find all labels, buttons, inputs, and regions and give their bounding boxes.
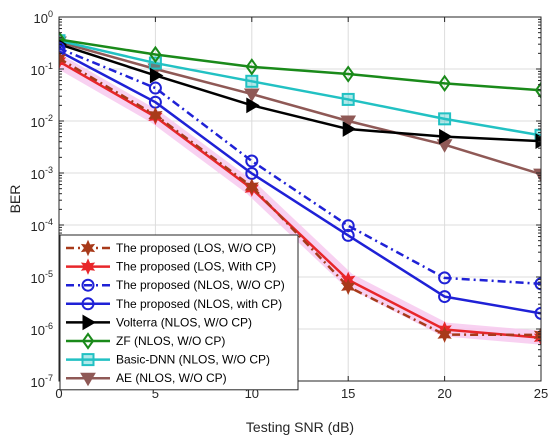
data-point-series-6 bbox=[534, 81, 541, 99]
y-tick-label: 10-5 bbox=[31, 269, 53, 286]
data-point-series-3 bbox=[438, 271, 452, 285]
x-axis-title: Testing SNR (dB) bbox=[246, 419, 354, 435]
legend-swatch-marker bbox=[82, 314, 96, 331]
data-point-series-3 bbox=[245, 154, 259, 168]
data-point-series-5 bbox=[342, 121, 357, 137]
series-line-3 bbox=[59, 47, 541, 286]
data-point-series-6 bbox=[341, 65, 355, 83]
data-point-series-3 bbox=[59, 41, 66, 55]
grid bbox=[59, 17, 541, 381]
legend-swatch-marker bbox=[81, 297, 95, 311]
data-point-series-6 bbox=[245, 58, 259, 76]
data-point-series-7 bbox=[438, 112, 452, 126]
legend: The proposed (LOS, W/O CP) The proposed (… bbox=[59, 234, 299, 391]
data-point-series-1 bbox=[148, 106, 163, 124]
data-point-series-8 bbox=[340, 115, 357, 129]
y-tick-label: 10-4 bbox=[31, 217, 53, 234]
data-point-series-6 bbox=[438, 74, 451, 93]
data-point-series-5 bbox=[246, 97, 260, 114]
legend-swatch-marker bbox=[80, 258, 96, 275]
legend-label: Basic-DNN (NLOS, W/O CP) bbox=[116, 353, 270, 367]
y-tick-label: 100 bbox=[34, 9, 53, 26]
series-line-7 bbox=[59, 39, 541, 137]
legend-label: The proposed (LOS, W/O CP) bbox=[116, 241, 276, 255]
x-tick-label: 5 bbox=[152, 386, 159, 401]
data-point-series-4 bbox=[534, 306, 541, 320]
legend-swatch-marker bbox=[81, 278, 95, 292]
data-point-series-3 bbox=[534, 277, 541, 291]
data-point-series-1 bbox=[341, 278, 356, 295]
series-line-6 bbox=[59, 38, 541, 92]
y-tick-label: 10-2 bbox=[31, 113, 53, 130]
data-point-series-5 bbox=[439, 128, 453, 145]
legend-swatch-marker bbox=[80, 372, 96, 387]
x-tick-label: 20 bbox=[437, 386, 451, 401]
legend-label: ZF (NLOS, W/O CP) bbox=[116, 334, 225, 348]
legend-swatch-marker bbox=[81, 332, 95, 350]
data-point-series-3 bbox=[148, 81, 162, 95]
legend-label: The proposed (LOS, With CP) bbox=[116, 260, 276, 274]
y-tick-label: 10-7 bbox=[31, 373, 53, 390]
data-point-series-6 bbox=[59, 30, 66, 49]
legend-label: The proposed (NLOS, with CP) bbox=[116, 297, 282, 311]
series-line-5 bbox=[59, 43, 541, 143]
legend-label: AE (NLOS, W/O CP) bbox=[116, 371, 227, 385]
legend-swatch-marker bbox=[81, 353, 95, 367]
legend-label: The proposed (NLOS, W/O CP) bbox=[116, 278, 285, 292]
y-tick-label: 10-3 bbox=[31, 165, 53, 182]
data-point-series-4 bbox=[341, 228, 355, 242]
data-point-series-5 bbox=[535, 133, 541, 150]
data-point-series-5 bbox=[149, 67, 164, 84]
y-tick-label: 10-1 bbox=[31, 61, 53, 78]
series-line-8 bbox=[59, 40, 541, 176]
plot-frame bbox=[58, 16, 542, 382]
data-point-series-7 bbox=[245, 74, 259, 88]
y-axis-title: BER bbox=[7, 185, 23, 214]
legend-box bbox=[59, 234, 299, 391]
data-point-series-3 bbox=[341, 219, 355, 233]
data-point-series-4 bbox=[438, 290, 452, 304]
x-tick-label: 15 bbox=[341, 386, 355, 401]
legend-swatch-marker bbox=[80, 239, 96, 257]
data-point-series-6 bbox=[149, 45, 162, 64]
series-line-2 bbox=[59, 60, 541, 339]
data-point-series-1 bbox=[437, 326, 452, 343]
x-tick-label: 25 bbox=[534, 386, 548, 401]
series-line-1 bbox=[59, 57, 541, 337]
y-tick-label: 10-6 bbox=[31, 321, 53, 338]
data-point-series-8 bbox=[243, 88, 260, 103]
data-point-series-7 bbox=[341, 92, 355, 106]
series-line-4 bbox=[59, 50, 541, 315]
data-point-series-1 bbox=[244, 178, 259, 195]
series-group bbox=[59, 30, 541, 346]
data-point-series-1 bbox=[59, 50, 67, 67]
x-tick-label: 0 bbox=[55, 386, 62, 401]
legend-label: Volterra (NLOS, W/O CP) bbox=[116, 315, 252, 329]
